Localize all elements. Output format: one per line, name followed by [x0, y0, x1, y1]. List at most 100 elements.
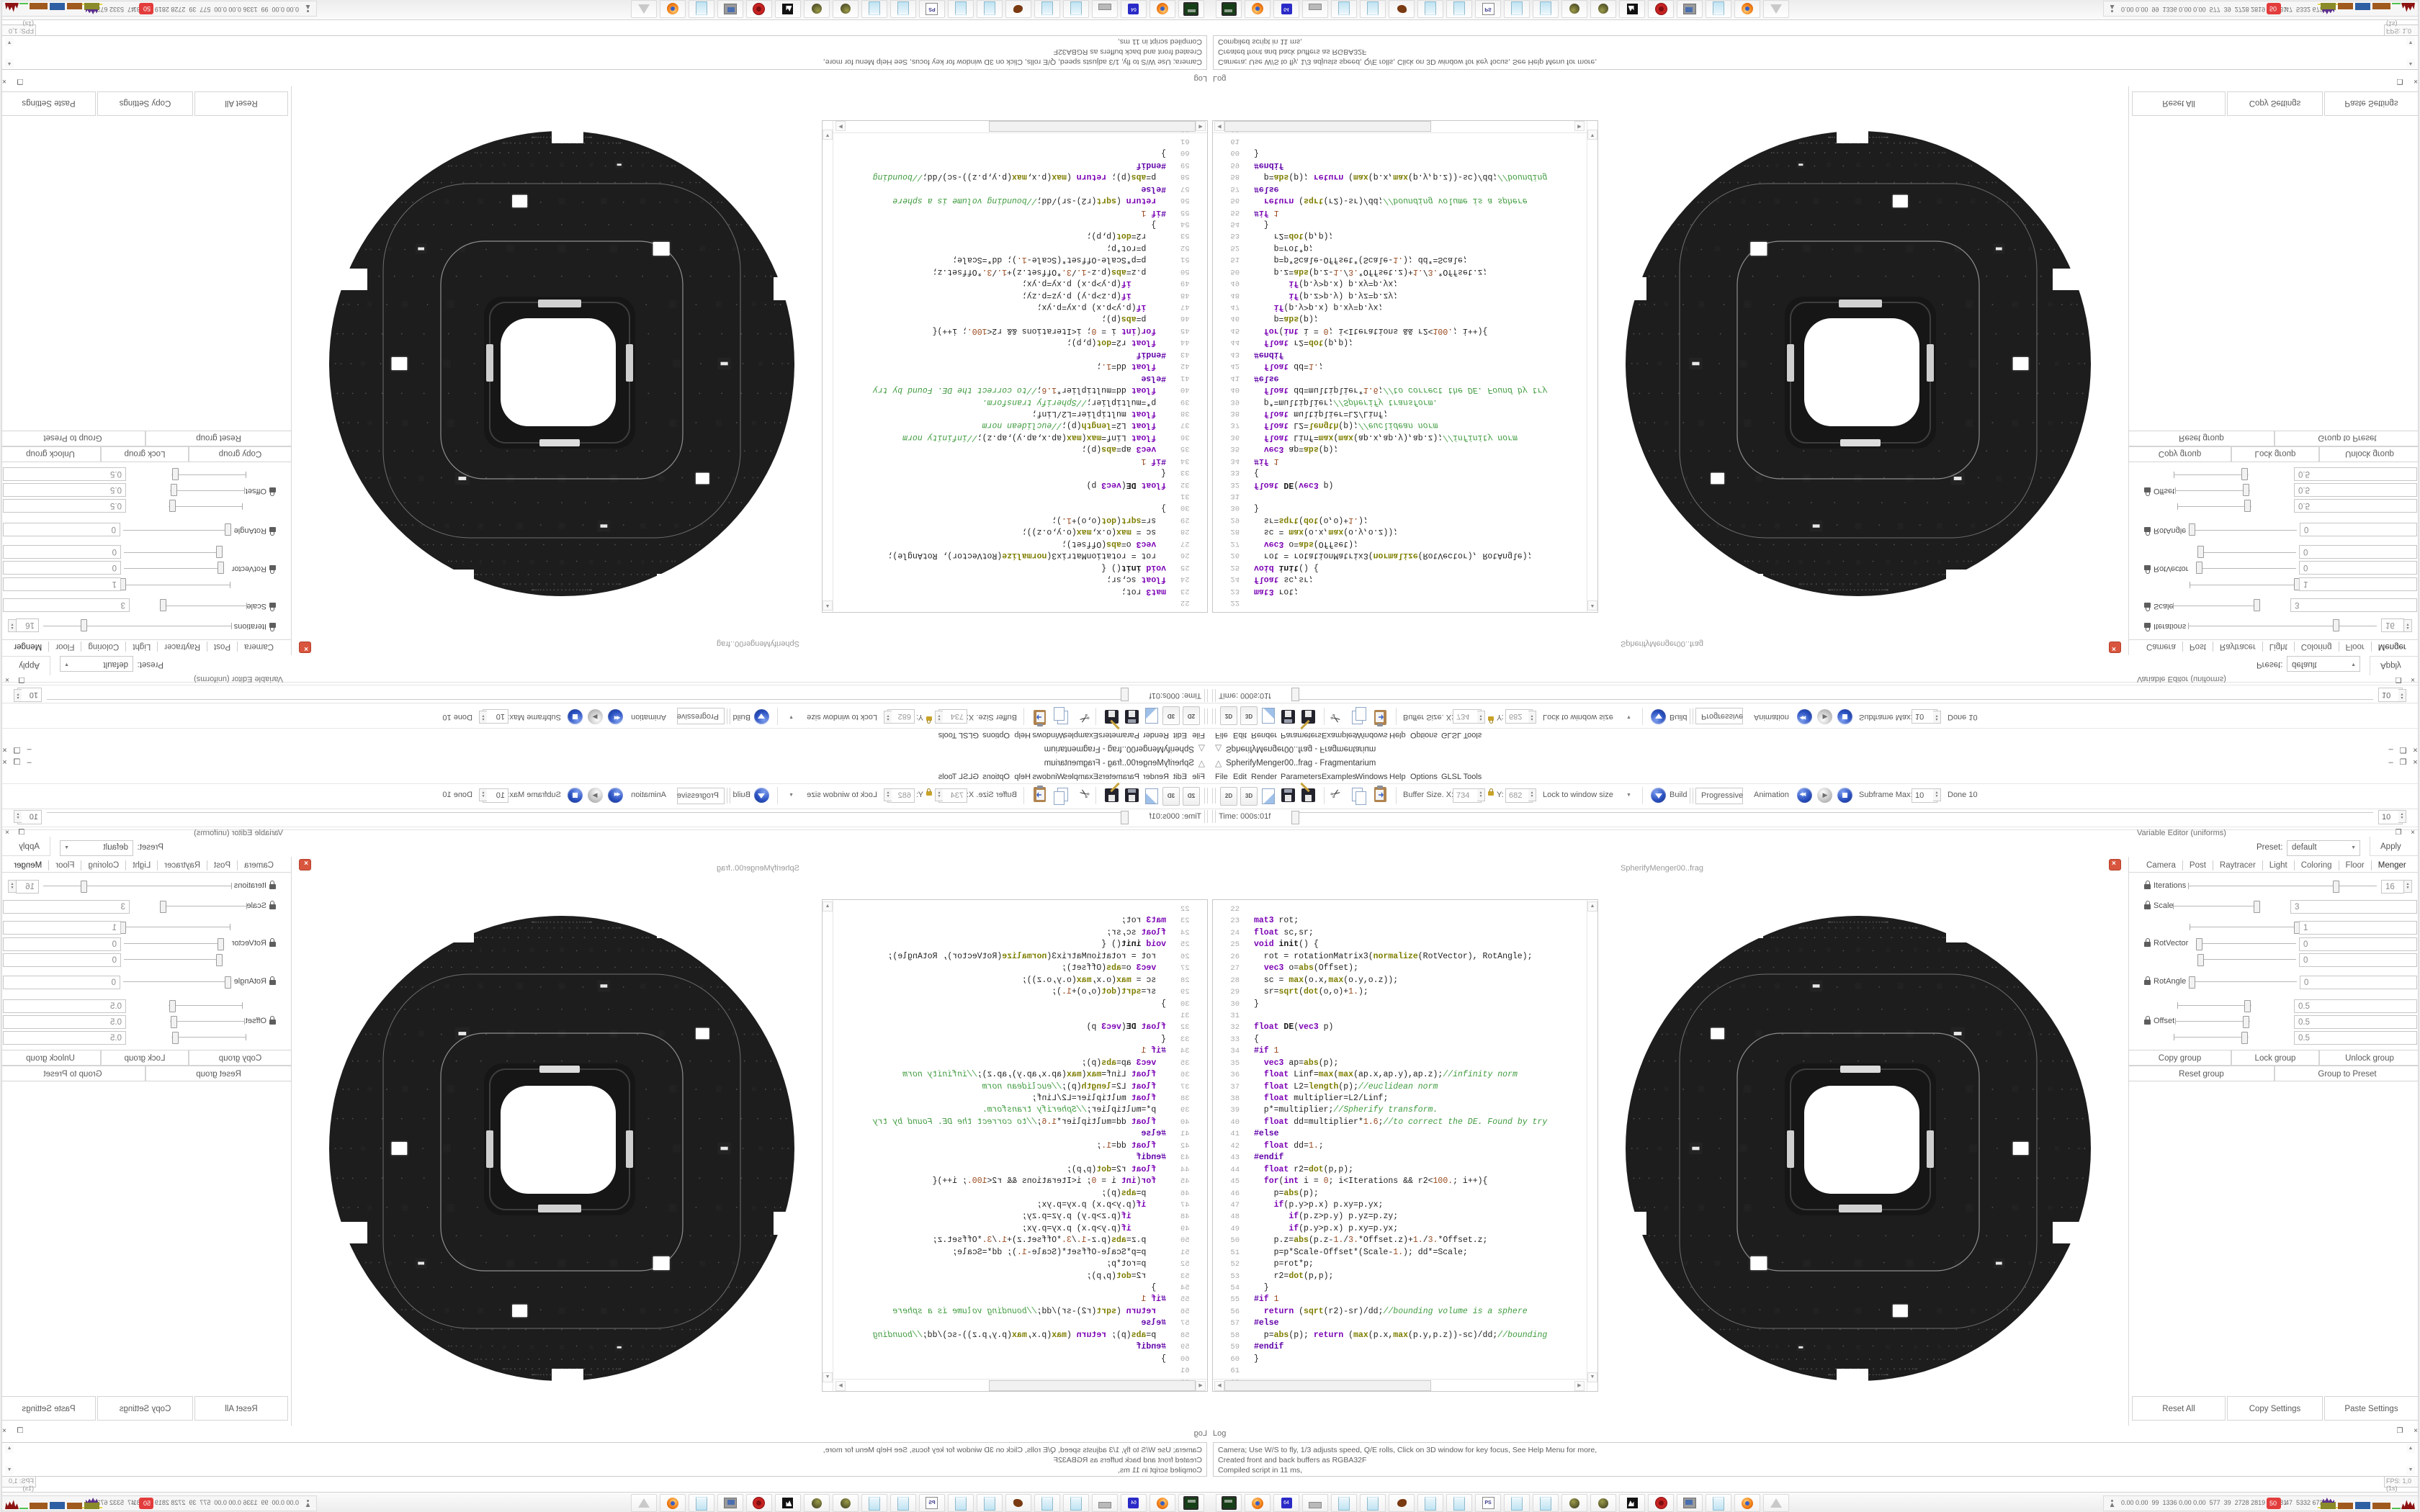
code-line[interactable]: 60}: [1230, 1354, 1259, 1364]
paste-icon[interactable]: [1034, 710, 1046, 726]
copy-settings-button[interactable]: Copy Settings: [2227, 1396, 2323, 1421]
time-slider-track[interactable]: [1296, 812, 2373, 813]
lock-to-window-combo[interactable]: Lock to window size: [807, 791, 877, 799]
param-slider-handle[interactable]: [2241, 468, 2248, 480]
param-slider-track[interactable]: [2175, 490, 2250, 491]
menu-file[interactable]: File: [1192, 731, 1205, 739]
code-line[interactable]: 38 float multiplier=L2/Linf;: [1031, 1094, 1190, 1103]
param-lock-icon[interactable]: [2144, 565, 2151, 570]
code-line[interactable]: 31: [1230, 1011, 1240, 1020]
taskbar-ball-icon[interactable]: [804, 1494, 830, 1512]
taskbar-note-icon[interactable]: [948, 1494, 974, 1512]
param-slider-handle[interactable]: [216, 954, 223, 966]
toolbar-grip-2[interactable]: [1690, 708, 1693, 724]
taskbar-note-icon[interactable]: [1331, 1494, 1357, 1512]
code-line[interactable]: 45 for(int i = 0; i<Iterations && r2<100…: [1230, 325, 1488, 336]
buffer-x-spinner[interactable]: ▲ ▼: [1477, 788, 1485, 801]
code-line[interactable]: 36 float Linf=max(max(ap.x,ap.y),ap.z);/…: [1230, 432, 1518, 442]
save-as-icon[interactable]: [1300, 710, 1315, 730]
tab-coloring[interactable]: Coloring: [88, 860, 120, 870]
param-value-field[interactable]: 0.5: [3, 999, 126, 1013]
scroll-left-icon[interactable]: ◀: [1196, 121, 1206, 131]
param-slider-handle[interactable]: [225, 976, 231, 989]
group-to-preset-button[interactable]: Group to Preset: [2275, 431, 2420, 446]
menu-parameters[interactable]: Parameters: [1098, 731, 1139, 739]
code-line[interactable]: 35 vec3 ap=abs(p);: [1081, 444, 1190, 454]
scroll-up-icon[interactable]: ▲: [823, 600, 833, 611]
code-line[interactable]: 58 p=abs(p); return (max(p.x,max(p.y,p.z…: [872, 172, 1190, 182]
tab-light[interactable]: Light: [133, 860, 151, 870]
animation-button[interactable]: Animation: [631, 713, 666, 721]
code-line[interactable]: 34#if 1: [1230, 456, 1279, 466]
param-slider-handle[interactable]: [2333, 619, 2340, 631]
menu-help[interactable]: Help: [1389, 731, 1406, 739]
scroll-down-icon[interactable]: ▼: [823, 130, 833, 140]
copy-icon[interactable]: [1054, 788, 1068, 805]
stop-button[interactable]: [568, 709, 583, 724]
buffer-y-spinner[interactable]: ▲ ▼: [1528, 788, 1536, 801]
param-lock-icon[interactable]: [2144, 1016, 2151, 1025]
title-bar[interactable]: △ SpherifyMenger00..frag - Fragmentarium…: [0, 740, 1210, 756]
param-slider-handle[interactable]: [160, 901, 166, 913]
taskbar-gear-icon[interactable]: [1648, 1494, 1674, 1512]
progressive-button[interactable]: Progressive: [677, 788, 725, 804]
scroll-right-icon[interactable]: ▶: [1574, 121, 1585, 131]
tab-camera[interactable]: Camera: [2146, 642, 2176, 652]
taskbar-firefox-icon[interactable]: [1734, 0, 1760, 18]
scroll-left-icon[interactable]: ◀: [1196, 1381, 1206, 1391]
code-line[interactable]: 26 rot = rotationMatrix3(normalize(RotVe…: [887, 551, 1190, 561]
param-value-field[interactable]: 0: [3, 523, 120, 536]
taskbar-note-icon[interactable]: [689, 1494, 714, 1512]
taskbar-note-icon[interactable]: [1360, 0, 1386, 18]
code-line[interactable]: 53 r2=dot(p,p);: [1086, 231, 1190, 241]
scroll-left-icon[interactable]: ◀: [1214, 121, 1224, 131]
taskbar-note-icon[interactable]: [1063, 1494, 1089, 1512]
code-line[interactable]: 27 vec3 o=abs(Offset);: [1230, 963, 1358, 973]
code-line[interactable]: 23mat3 rot;: [1121, 916, 1190, 926]
tab-floor[interactable]: Floor: [55, 860, 75, 870]
taskbar-floppy-icon[interactable]: 64: [1273, 0, 1299, 18]
save-as-icon[interactable]: [1300, 782, 1315, 802]
param-lock-icon[interactable]: [269, 980, 276, 985]
tab-coloring[interactable]: Coloring: [2300, 642, 2332, 652]
param-value-field[interactable]: 3: [2290, 598, 2417, 612]
param-slider-track[interactable]: [171, 474, 246, 475]
menu-file[interactable]: File: [1192, 773, 1205, 781]
panel-float-icon[interactable]: ❐: [18, 675, 25, 683]
lock-group-button[interactable]: Lock group: [101, 1050, 189, 1066]
tab-floor[interactable]: Floor: [2345, 642, 2365, 652]
code-line[interactable]: 24float sc,sr;: [1106, 575, 1190, 585]
toolbar-grip[interactable]: [1212, 708, 1216, 724]
scroll-up-icon[interactable]: ▲: [1587, 901, 1597, 912]
menu-options[interactable]: Options: [982, 731, 1010, 739]
fractal-render-sphere[interactable]: [324, 911, 799, 1386]
code-line[interactable]: 44 float r2=dot(p,p);: [1230, 1164, 1354, 1174]
param-slider-track[interactable]: [123, 530, 229, 531]
play-button[interactable]: ▶: [1817, 709, 1832, 724]
taskbar-note-icon[interactable]: [1706, 0, 1731, 18]
code-line[interactable]: 27 vec3 o=abs(Offset);: [1062, 539, 1190, 549]
param-slider-handle[interactable]: [2242, 484, 2249, 496]
param-value-field[interactable]: 0.5: [2294, 1015, 2417, 1029]
animation-button[interactable]: Animation: [631, 791, 666, 799]
code-line[interactable]: 30}: [1161, 503, 1190, 513]
taskbar-gear-icon[interactable]: [1648, 0, 1674, 18]
scroll-up-icon[interactable]: ▲: [823, 901, 833, 912]
menu-edit[interactable]: Edit: [1173, 773, 1187, 781]
close-watch-button[interactable]: ×: [2109, 859, 2121, 870]
taskbar-note-icon[interactable]: [861, 0, 887, 18]
code-line[interactable]: 42 float dd=1.;: [1230, 361, 1324, 372]
scroll-up-icon[interactable]: ▲: [1587, 600, 1597, 611]
tray-person-icon[interactable]: [2110, 1500, 2115, 1507]
tab-camera[interactable]: Camera: [244, 860, 274, 870]
code-line[interactable]: 35 vec3 ap=abs(p);: [1230, 444, 1339, 454]
code-line[interactable]: 33{: [1161, 468, 1190, 478]
copy-group-button[interactable]: Copy group: [2128, 1050, 2231, 1066]
param-slider-handle[interactable]: [2244, 500, 2251, 512]
code-line[interactable]: 24float sc,sr;: [1106, 927, 1190, 937]
menu-parameters[interactable]: Parameters: [1281, 731, 1322, 739]
log-scroll-down-icon[interactable]: ▼: [5, 37, 14, 46]
time-slider-track[interactable]: [47, 699, 1124, 700]
